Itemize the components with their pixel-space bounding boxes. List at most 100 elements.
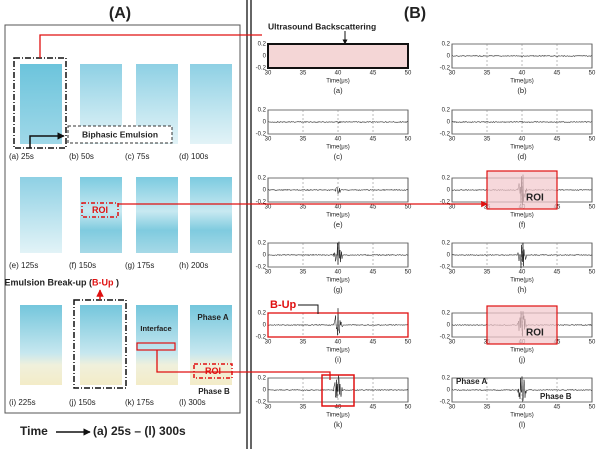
x-tick-label: 50 [405,137,412,143]
plot-label: (j) [519,355,526,364]
x-tick-label: 35 [300,205,307,211]
x-tick-label: 40 [519,270,526,276]
x-tick-label: 40 [335,137,342,143]
plot-label: (b) [517,86,527,95]
connector [157,350,330,380]
x-tick-label: 50 [589,137,596,143]
highlight [268,44,408,68]
plot-grid: 30354045500.20-0.2Time(μs)(a)30354045500… [256,42,596,429]
plot-label: (h) [517,285,527,294]
x-tick-label: 40 [335,340,342,346]
x-tick-label: 45 [554,71,561,77]
annotation: ROI [526,328,544,339]
x-tick-label: 50 [589,340,596,346]
x-axis-label: Time(μs) [326,213,350,219]
y-tick-label: 0 [447,120,451,126]
annotation: B-Up [92,277,114,287]
caption: (h) 200s [179,261,208,270]
y-tick-label: 0.2 [258,376,267,382]
y-tick-label: -0.2 [440,66,451,72]
y-tick-label: 0.2 [442,108,451,114]
x-axis-label: Time(μs) [326,413,350,419]
waveform [268,242,408,265]
caption: (l) 300s [179,398,206,407]
plot-label: (a) [333,86,343,95]
annotation: Phase B [198,387,230,396]
y-tick-label: -0.2 [440,265,451,271]
panel-label: (B) [404,5,426,22]
y-tick-label: 0 [447,323,451,329]
x-tick-label: 45 [554,137,561,143]
x-tick-label: 50 [405,71,412,77]
y-tick-label: 0 [263,253,267,259]
y-tick-label: -0.2 [256,66,267,72]
x-tick-label: 50 [589,405,596,411]
plot-label: (f) [518,220,526,229]
x-tick-label: 35 [484,405,491,411]
photo [20,305,62,385]
connector [40,35,262,58]
annotation: Phase A [197,313,228,322]
x-tick-label: 35 [300,405,307,411]
y-tick-label: -0.2 [256,200,267,206]
photo [136,177,178,253]
roi-highlight [487,306,557,344]
y-tick-label: 0.2 [442,376,451,382]
y-tick-label: 0.2 [442,241,451,247]
x-tick-label: 50 [589,270,596,276]
caption: (a) 25s [9,152,34,161]
x-tick-label: 45 [370,137,377,143]
annotation: ROI [92,205,108,215]
x-axis-label: Time(μs) [510,145,534,151]
roi-highlight [487,171,557,209]
caption: (c) 75s [125,152,149,161]
panel-label: (A) [109,5,131,22]
x-tick-label: 45 [554,405,561,411]
x-axis-label: Time(μs) [510,413,534,419]
y-tick-label: 0 [447,188,451,194]
x-tick-label: 45 [370,340,377,346]
x-tick-label: 35 [300,137,307,143]
x-axis-label: Time(μs) [510,278,534,284]
plot-label: (e) [333,220,343,229]
x-tick-label: 40 [519,71,526,77]
x-tick-label: 35 [300,340,307,346]
y-tick-label: -0.2 [256,265,267,271]
plot-label: (c) [334,152,343,161]
photo [80,177,122,253]
y-tick-label: 0.2 [442,311,451,317]
annotation: ) [116,277,119,287]
plot-label: (k) [334,420,343,429]
x-axis-label: Time(μs) [326,348,350,354]
y-tick-label: -0.2 [256,400,267,406]
y-tick-label: 0 [263,120,267,126]
y-tick-label: 0.2 [258,176,267,182]
annotation: B-Up [270,299,297,311]
plot-label: (d) [517,152,527,161]
x-tick-label: 35 [484,137,491,143]
y-tick-label: -0.2 [440,335,451,341]
y-tick-label: -0.2 [256,335,267,341]
x-tick-label: 45 [370,405,377,411]
x-tick-label: 35 [484,71,491,77]
annotation: Biphasic Emulsion [82,129,158,139]
annotation: Phase A [456,377,487,386]
y-tick-label: -0.2 [256,132,267,138]
plot-label: (g) [333,285,343,294]
x-tick-label: 50 [405,205,412,211]
x-tick-label: 40 [335,270,342,276]
photo [20,64,62,144]
photo [80,305,122,385]
annotation: ROI [205,366,221,376]
x-axis-label: Time(μs) [510,213,534,219]
plot-title: Ultrasound Backscattering [268,21,376,31]
annotation: Interface [140,324,171,333]
caption: (k) 175s [125,398,154,407]
x-tick-label: 45 [554,270,561,276]
footer: Time [20,424,48,438]
x-axis-label: Time(μs) [510,348,534,354]
x-tick-label: 40 [335,71,342,77]
y-tick-label: 0.2 [258,241,267,247]
x-tick-label: 45 [370,205,377,211]
x-tick-label: 35 [484,270,491,276]
